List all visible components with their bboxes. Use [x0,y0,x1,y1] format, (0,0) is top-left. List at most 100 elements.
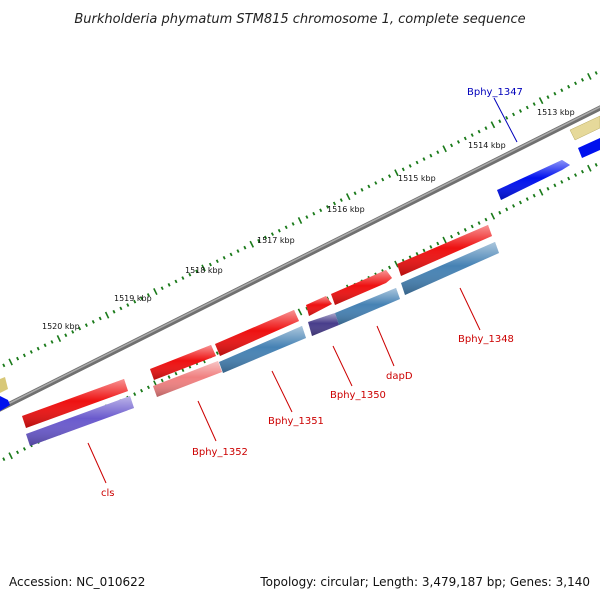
outer-ruler-tick-24 [153,288,158,296]
inner-ruler-tick-64 [429,245,433,249]
outer-ruler-tick-76 [512,112,516,117]
gene-label-cls[interactable]: cls [101,488,115,499]
outer-ruler-tick-42 [277,228,281,233]
leader-bphy-1351 [271,370,293,413]
outer-ruler-tick-71 [477,129,481,134]
gene-track-reverse [26,242,499,446]
gene-red-1348-shade [397,225,492,276]
inner-ruler-tick-63 [422,248,426,253]
inner-ruler-tick-25 [160,378,164,383]
inner-ruler-tick-86 [580,169,584,174]
outer-ruler-tick-43 [284,225,288,230]
inner-ruler-tick-3 [8,452,13,460]
outer-ruler-tick-49 [326,205,330,209]
outer-ruler-tick-37 [243,245,247,250]
leader-lines [87,97,518,484]
inner-ruler-tick-88 [594,163,598,167]
inner-ruler-tick-77 [518,200,522,205]
tick-label-1517: 1517 kbp [257,236,295,245]
inner-ruler-tick-87 [587,164,592,172]
inner-ruler-tick-65 [436,241,440,246]
outer-ruler-tick-11 [64,333,68,338]
outer-ruler-tick-28 [181,276,185,280]
outer-ruler-tick-78 [525,105,529,110]
inner-ruler-tick-23 [146,385,150,390]
outer-ruler-tick-79 [532,102,536,106]
inner-ruler-tick-28 [181,368,185,372]
leader-bphy-1350 [332,345,353,387]
gene-label-bphy-1352[interactable]: Bphy_1352 [192,447,248,458]
gene-label-bphy-1350[interactable]: Bphy_1350 [330,390,386,401]
outer-ruler-tick-58 [388,174,392,179]
inner-ruler-tick-59 [394,260,399,268]
outer-ruler-tick-44 [291,222,295,226]
outer-ruler-tick-41 [270,232,274,236]
tick-label-1519: 1519 kbp [114,294,152,303]
inner-ruler-tick-4 [16,450,20,455]
tick-label-1518: 1518 kbp [185,266,223,275]
gene-blue-left-edge[interactable] [0,396,10,411]
outer-ruler-tick-7 [36,346,40,351]
outer-ruler-tick-57 [381,177,385,182]
outer-ruler-tick-20 [126,303,130,307]
outer-ruler-tick-88 [594,71,598,75]
outer-ruler-tick-61 [408,164,412,168]
outer-ruler-tick-68 [456,140,460,144]
inner-ruler-tick-66 [442,236,447,244]
gene-steel-1351-shade [219,326,306,373]
outer-ruler-tick-77 [518,109,522,113]
outer-ruler-tick-36 [236,249,240,253]
gene-label-bphy-1348[interactable]: Bphy_1348 [458,334,514,345]
gene-red-cls-shade [22,379,128,428]
outer-ruler-tick-25 [160,286,164,291]
inner-ruler-tick-85 [574,173,578,177]
outer-ruler-tick-13 [78,326,82,331]
inner-ruler-tick-70 [470,224,474,229]
outer-ruler-tick-31 [201,264,206,272]
inner-ruler-tick-81 [546,186,550,191]
outer-ruler-tick-9 [50,340,54,344]
inner-ruler-tick-58 [388,265,392,270]
outer-ruler-tick-5 [22,353,26,358]
gene-blue-edge[interactable] [578,138,600,158]
gene-khaki-left-edge[interactable] [0,377,8,393]
inner-ruler-tick-26 [167,375,171,379]
gene-slate-cls-shade [26,396,134,446]
inner-ruler-tick-75 [505,207,509,212]
outer-ruler-tick-84 [567,84,571,89]
inner-ruler-tick-62 [415,252,419,256]
outer-ruler-tick-19 [119,306,123,311]
inner-ruler-tick-5 [22,447,26,451]
gene-khaki-edge[interactable] [569,115,600,141]
inner-ruler-tick-67 [450,234,454,239]
gene-pink-1352-shade [153,361,222,397]
outer-ruler-tick-3 [8,358,13,366]
outer-ruler-tick-73 [490,121,496,129]
chromosome-backbone-highlight [0,106,600,409]
outer-ruler-tick-80 [538,97,544,105]
outer-ruler-tick-4 [16,356,20,361]
gene-label-bphy-1347[interactable]: Bphy_1347 [467,87,523,98]
outer-ruler-tick-54 [360,188,364,192]
gene-label-bphy-1351[interactable]: Bphy_1351 [268,416,324,427]
inner-ruler-tick-21 [133,392,137,396]
inner-ruler-tick-78 [525,197,529,201]
outer-ruler-tick-35 [229,252,233,257]
outer-ruler-tick-21 [133,299,137,304]
outer-ruler-tick-82 [553,91,557,96]
outer-ruler-tick-87 [587,72,592,80]
outer-ruler-tick-63 [422,157,426,161]
gene-label-dapd[interactable]: dapD [386,371,413,382]
outer-ruler-tick-46 [305,215,309,219]
outer-ruler-tick-65 [436,150,440,155]
outer-ruler [2,71,598,368]
tick-label-1515: 1515 kbp [398,174,436,183]
outer-ruler-tick-60 [401,167,405,172]
tick-label-1516: 1516 kbp [327,205,365,214]
leader-bphy-1348 [459,287,481,331]
outer-ruler-tick-29 [188,272,192,277]
inner-ruler-tick-27 [174,371,178,376]
inner-ruler-tick-22 [140,388,144,393]
gene-red-dapd-shade [331,270,392,305]
outer-ruler-tick-67 [450,143,454,148]
